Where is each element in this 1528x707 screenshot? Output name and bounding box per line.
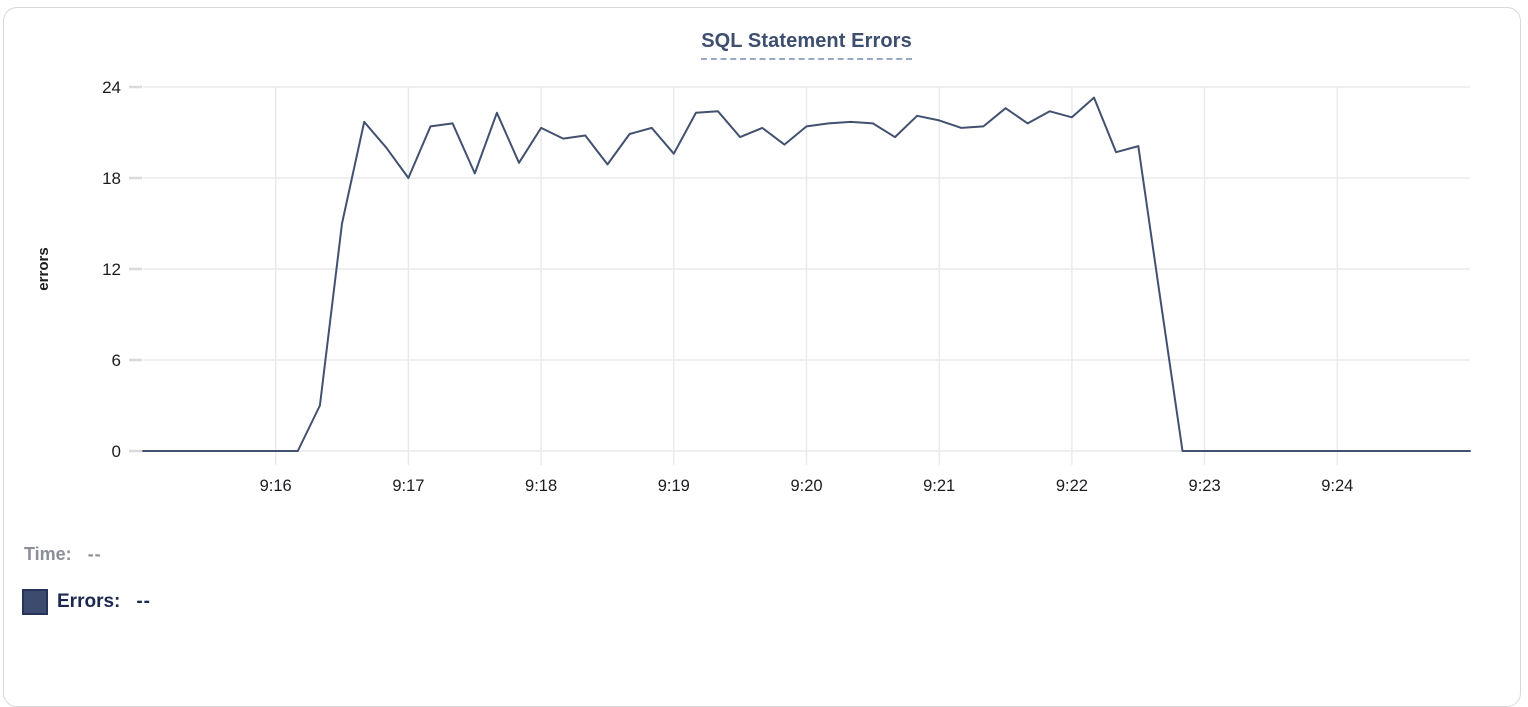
x-tick-label: 9:23 (1189, 477, 1221, 495)
y-tick-label: 6 (112, 351, 121, 370)
tooltip-time-row: Time: -- (24, 544, 102, 565)
x-tick-label: 9:21 (923, 477, 955, 495)
y-tick-label: 18 (102, 169, 121, 188)
errors-line-series[interactable] (142, 96, 1471, 452)
y-tick-label: 12 (102, 260, 121, 279)
y-tick-label: 0 (112, 442, 121, 461)
errors-label: Errors: (57, 591, 121, 612)
x-tick-label: 9:22 (1056, 477, 1088, 495)
x-tick-label: 9:16 (260, 477, 292, 495)
time-value: -- (87, 544, 102, 564)
x-tick-label: 9:24 (1321, 477, 1353, 495)
tooltip-errors-row: Errors: -- (22, 589, 151, 615)
sql-errors-chart[interactable]: 0 6 12 18 24 9:16 9:17 9:18 9:19 9:20 9:21 9:22 9:23… (0, 0, 1528, 510)
y-tick-label: 24 (102, 78, 121, 97)
x-tick-label: 9:19 (658, 477, 690, 495)
chart-title[interactable]: SQL Statement Errors (701, 30, 912, 60)
chart-header: SQL Statement Errors (143, 30, 1470, 60)
x-tick-label: 9:20 (790, 477, 822, 495)
time-label: Time: (24, 544, 72, 564)
chart-card (3, 7, 1521, 707)
x-tick-label: 9:17 (392, 477, 424, 495)
x-tick-label: 9:18 (525, 477, 557, 495)
y-axis-title: errors (35, 247, 52, 290)
errors-legend-swatch (22, 589, 48, 615)
errors-value: -- (136, 591, 152, 612)
